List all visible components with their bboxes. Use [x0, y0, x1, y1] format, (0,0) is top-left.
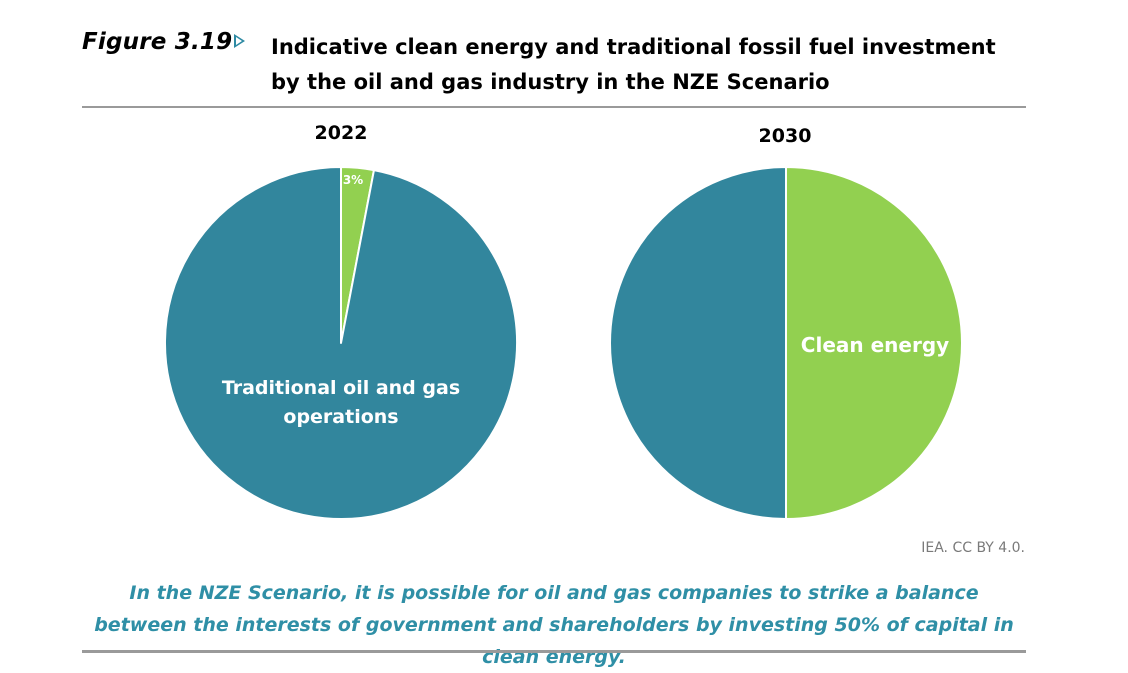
pie-chart-2022: 2022 3% Traditional oil and gas operations	[164, 122, 518, 520]
figure-title: Indicative clean energy and traditional …	[271, 35, 996, 94]
figure-label: Figure 3.19	[82, 29, 233, 55]
pie-data-label-2030-0: Clean energy	[801, 333, 949, 357]
pie-slice-2030-1	[609, 166, 787, 520]
pie-slice-2030-0	[785, 166, 963, 520]
pie-title-2022: 2022	[315, 122, 368, 144]
figure-caption: In the NZE Scenario, it is possible for …	[94, 582, 1014, 668]
triangle-arrow-icon	[234, 34, 245, 48]
pie-data-label-2022-1: Traditional oil and gas operations	[222, 377, 460, 428]
pie-chart-2030: 2030 Clean energy	[609, 125, 963, 520]
pie-data-label-2022-0: 3%	[343, 173, 363, 187]
pie-slice-2022-1	[164, 166, 518, 520]
source-credit: IEA. CC BY 4.0.	[921, 540, 1025, 556]
top-divider	[82, 106, 1026, 108]
pie-title-2030: 2030	[759, 125, 812, 147]
bottom-divider	[82, 650, 1026, 653]
pie-charts: 2022 3% Traditional oil and gas operations…	[164, 122, 963, 520]
